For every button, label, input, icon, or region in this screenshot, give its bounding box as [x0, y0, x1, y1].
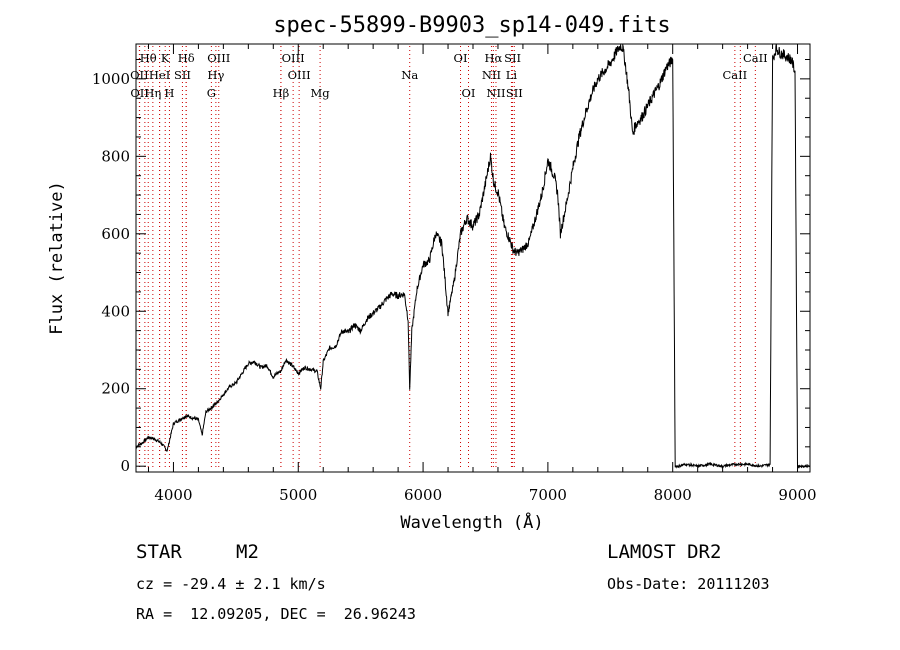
- marker-label-11: SII: [174, 68, 191, 82]
- marker-label-3: OIII: [207, 51, 230, 65]
- coordinates: RA = 12.09205, DEC = 26.96243: [136, 605, 416, 623]
- y-tick-label-4: 800: [101, 147, 130, 165]
- y-tick-label-5: 1000: [92, 70, 130, 88]
- plot-frame: [135, 43, 811, 473]
- marker-label-17: CaII: [722, 68, 747, 82]
- marker-label-9: OII: [130, 68, 149, 82]
- x-tick-label-4: 8000: [654, 486, 692, 504]
- x-tick-label-5: 9000: [778, 486, 816, 504]
- marker-label-26: SII: [506, 86, 523, 100]
- marker-label-6: Hα: [484, 51, 502, 65]
- marker-label-10: HeI: [149, 68, 170, 82]
- spectrum-series-line: [135, 43, 811, 469]
- marker-label-5: OI: [454, 51, 468, 65]
- obs-date: Obs-Date: 20111203: [607, 575, 770, 593]
- x-tick-label-2: 6000: [404, 486, 442, 504]
- marker-label-25: NII: [486, 86, 505, 100]
- x-axis-label: Wavelength (Å): [400, 511, 543, 533]
- y-tick-label-1: 200: [101, 380, 130, 398]
- marker-label-22: Hβ: [273, 86, 290, 100]
- y-tick-label-0: 0: [120, 457, 130, 475]
- y-tick-label-3: 600: [101, 225, 130, 243]
- x-tick-label-0: 4000: [154, 486, 192, 504]
- x-tick-label-1: 5000: [279, 486, 317, 504]
- object-class: STAR: [136, 541, 182, 563]
- y-axis-label: Flux (relative): [47, 181, 67, 335]
- marker-label-23: Mg: [311, 86, 331, 100]
- marker-label-13: OIII: [288, 68, 311, 82]
- y-axis: 0 200 400 600 800 1000: [92, 58, 810, 475]
- marker-lines: [138, 46, 756, 470]
- marker-label-8: CaII: [743, 51, 768, 65]
- marker-label-12: Hγ: [207, 68, 224, 82]
- survey-name: LAMOST DR2: [607, 541, 722, 563]
- marker-label-21: G: [207, 86, 216, 100]
- marker-label-1: K: [161, 51, 170, 65]
- marker-label-16: Li: [506, 68, 518, 82]
- chart-title: spec-55899-B9903_sp14-049.fits: [273, 13, 670, 38]
- marker-label-18: OII: [130, 86, 149, 100]
- object-subclass: M2: [236, 541, 259, 563]
- cz-value: cz = -29.4 ± 2.1 km/s: [136, 575, 326, 593]
- marker-label-2: Hδ: [178, 51, 195, 65]
- marker-label-19: Hη: [144, 86, 161, 100]
- marker-label-24: OI: [462, 86, 476, 100]
- x-axis: 4000 5000 6000 7000 8000 9000: [147, 44, 817, 504]
- marker-label-0: Hθ: [140, 51, 157, 65]
- marker-label-15: NII: [482, 68, 501, 82]
- marker-label-4: OIII: [282, 51, 305, 65]
- x-tick-label-3: 7000: [529, 486, 567, 504]
- marker-label-7: SII: [504, 51, 521, 65]
- y-tick-label-2: 400: [101, 302, 130, 320]
- marker-label-20: H: [164, 86, 174, 100]
- marker-label-14: Na: [401, 68, 418, 82]
